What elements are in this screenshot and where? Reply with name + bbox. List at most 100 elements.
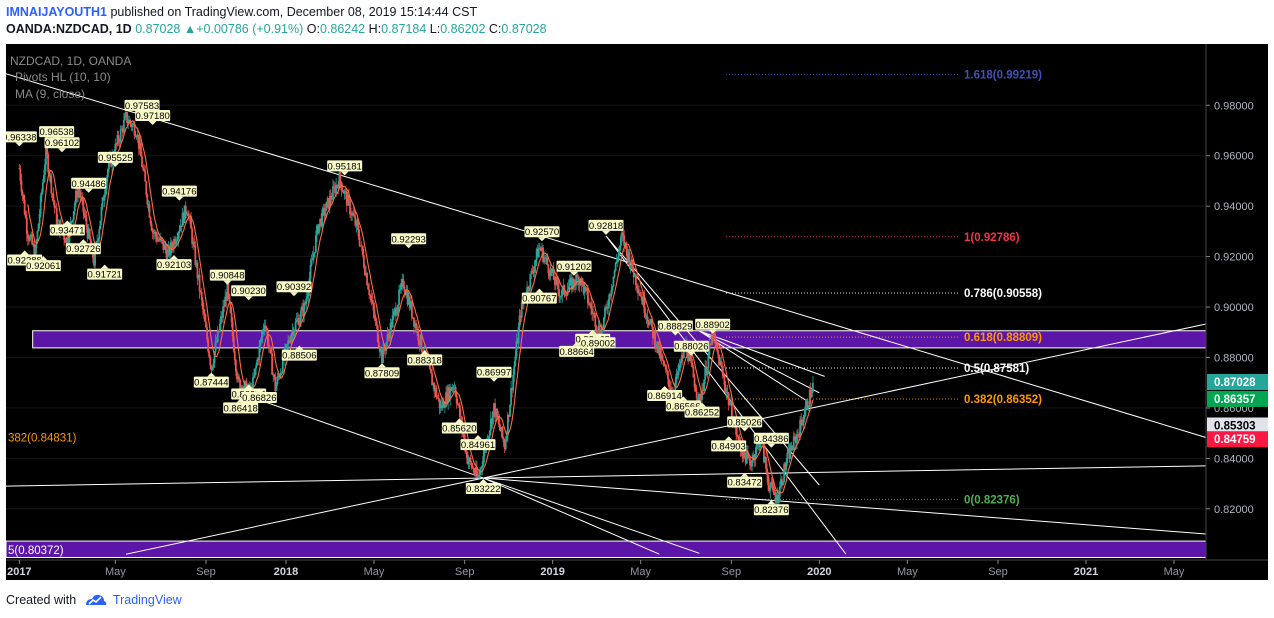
pivot-label[interactable]: 0.85620 xyxy=(441,418,477,435)
candle-body xyxy=(568,279,571,287)
candle-body xyxy=(544,257,547,259)
chart-canvas[interactable]: 1.618(0.99219) 1(0.92786) 0.786(0.90558) 0.… xyxy=(6,44,1268,580)
pivot-label[interactable]: 0.88318 xyxy=(407,350,443,366)
candle-body xyxy=(696,398,699,402)
pivot-label[interactable]: 0.92061 xyxy=(25,256,61,272)
pivot-label[interactable]: 0.82376 xyxy=(753,500,789,516)
candle-body xyxy=(727,393,730,405)
pivot-label[interactable]: 0.88506 xyxy=(281,345,317,362)
pivot-label[interactable]: 0.86826 xyxy=(241,387,277,404)
trendline[interactable] xyxy=(6,465,1207,487)
candle-body xyxy=(366,273,368,285)
pivot-label[interactable]: 0.92293 xyxy=(391,233,427,249)
pivot-label[interactable]: 0.88902 xyxy=(695,318,731,334)
trendline[interactable] xyxy=(699,330,820,394)
pivot-value: 0.96538 xyxy=(39,127,73,138)
candle-body xyxy=(346,195,349,206)
pivot-label[interactable]: 0.90392 xyxy=(276,281,312,297)
pivot-label[interactable]: 0.87809 xyxy=(364,363,400,379)
pivot-label[interactable]: 0.88026 xyxy=(673,340,709,356)
open-value: 0.86242 xyxy=(319,22,366,36)
price-chart[interactable]: 1.618(0.99219) 1(0.92786) 0.786(0.90558) 0.… xyxy=(6,44,1268,580)
candle-body xyxy=(309,264,312,279)
pivot-label[interactable]: 0.86997 xyxy=(476,366,512,382)
author-username[interactable]: IMNAIJAYOUTH1 xyxy=(6,5,107,19)
trendline[interactable] xyxy=(605,235,847,555)
price-axis[interactable] xyxy=(1206,44,1268,560)
candle-body xyxy=(310,260,313,265)
trendline[interactable] xyxy=(245,394,700,554)
pivot-label[interactable]: 0.84903 xyxy=(711,436,747,452)
pivot-label[interactable]: 0.84386 xyxy=(753,432,789,448)
pivot-label[interactable]: 0.86252 xyxy=(684,402,720,419)
trendline[interactable] xyxy=(125,323,1207,555)
candle-body xyxy=(595,327,598,331)
trendline[interactable] xyxy=(483,477,1207,535)
pivot-label[interactable]: 0.90848 xyxy=(209,269,245,285)
pivot-label[interactable]: 0.89002 xyxy=(580,333,616,349)
candle-body xyxy=(629,266,632,268)
candle-body xyxy=(797,434,799,436)
time-tick-label: May xyxy=(897,566,918,578)
pivot-label[interactable]: 0.97180 xyxy=(135,109,171,125)
pivot-label[interactable]: 0.90767 xyxy=(521,288,557,305)
candle-body xyxy=(634,274,637,286)
tradingview-link[interactable]: TradingView xyxy=(112,593,182,607)
candle-body xyxy=(489,418,492,431)
pivot-label[interactable]: 0.92818 xyxy=(588,219,624,235)
pivot-pointer xyxy=(58,148,66,153)
candle-body xyxy=(194,245,197,265)
candle-body xyxy=(740,450,743,453)
pivot-label[interactable]: 0.91202 xyxy=(556,260,592,276)
pivot-label[interactable]: 0.84961 xyxy=(460,435,496,451)
candle-body xyxy=(104,188,107,195)
pivot-label[interactable]: 0.95181 xyxy=(327,160,363,176)
pivot-label[interactable]: 0.95525 xyxy=(97,151,133,167)
moving-average-line[interactable] xyxy=(27,120,814,494)
pivot-label[interactable]: 0.86914 xyxy=(647,385,683,402)
pivot-label[interactable]: 0.96102 xyxy=(44,137,80,153)
pivot-label[interactable]: 0.92726 xyxy=(65,239,101,255)
pivot-label[interactable]: 0.88829 xyxy=(657,320,693,336)
pivot-label[interactable]: 0.86418 xyxy=(223,398,259,414)
candle-body xyxy=(723,376,726,385)
pivot-label[interactable]: 0.91721 xyxy=(87,264,123,281)
candle-body xyxy=(711,335,714,341)
pivot-label[interactable]: 0.90230 xyxy=(231,285,267,301)
candle-body xyxy=(798,434,800,437)
candle-body xyxy=(419,335,422,345)
candle-body xyxy=(222,306,224,318)
pivot-label[interactable]: 0.92103 xyxy=(156,255,192,271)
support-resistance-zone[interactable] xyxy=(6,540,1207,558)
time-axis[interactable] xyxy=(6,560,1268,580)
candle-body xyxy=(751,460,754,467)
trendline[interactable] xyxy=(699,330,825,377)
pivot-label[interactable]: 0.96338 xyxy=(6,131,37,147)
price-marker-label: 0.87028 xyxy=(1214,377,1256,389)
candle-body xyxy=(455,395,458,404)
candle-body xyxy=(789,446,792,459)
pivot-label[interactable]: 0.83472 xyxy=(727,472,763,489)
pivot-label[interactable]: 0.87444 xyxy=(193,372,229,389)
legend-ma-indicator[interactable]: MA (9, close) xyxy=(15,87,85,101)
pivot-pointer xyxy=(244,296,253,301)
candle-body xyxy=(179,225,182,231)
pivot-pointer xyxy=(572,341,581,346)
trendline[interactable] xyxy=(6,73,1207,438)
trendline[interactable] xyxy=(483,477,660,555)
candle-body xyxy=(681,355,684,358)
pivot-label[interactable]: 0.85026 xyxy=(727,416,763,432)
candle-body xyxy=(74,190,77,204)
pivot-label[interactable]: 0.94176 xyxy=(161,185,197,201)
candle-body xyxy=(234,360,237,372)
price-tick-label: 0.94000 xyxy=(1214,201,1254,213)
pivot-label[interactable]: 0.92570 xyxy=(524,226,560,242)
legend-pivots-indicator[interactable]: Pivots HL (10, 10) xyxy=(15,70,111,84)
pivot-label[interactable]: 0.93471 xyxy=(49,220,85,237)
candle-body xyxy=(85,217,88,228)
candle-body xyxy=(450,387,453,391)
pivot-label[interactable]: 0.83222 xyxy=(465,479,501,495)
pivot-label[interactable]: 0.94486 xyxy=(71,177,107,193)
pivot-label[interactable]: 0.88664 xyxy=(559,341,595,358)
candle-body xyxy=(654,331,656,348)
